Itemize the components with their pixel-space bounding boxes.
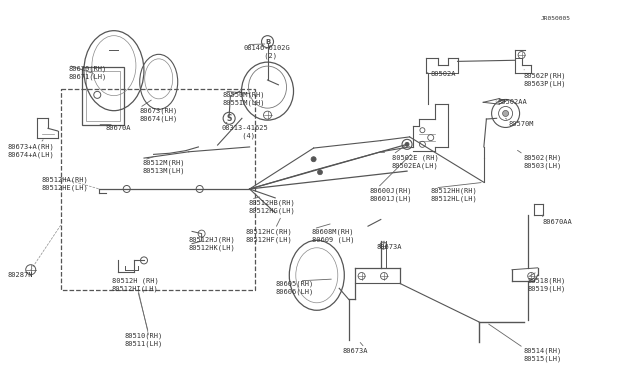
Text: 80512H (RH)
80512HI(LH): 80512H (RH) 80512HI(LH): [112, 277, 159, 292]
Circle shape: [311, 157, 316, 162]
Text: 80562P(RH)
80563P(LH): 80562P(RH) 80563P(LH): [524, 73, 566, 87]
Text: 80670A: 80670A: [106, 125, 131, 131]
Text: 80673+A(RH)
80674+A(LH): 80673+A(RH) 80674+A(LH): [8, 143, 54, 158]
Text: 80605(RH)
80606(LH): 80605(RH) 80606(LH): [275, 281, 314, 295]
Text: 80287N: 80287N: [8, 272, 33, 278]
Text: 80502A: 80502A: [430, 71, 456, 77]
Text: 80514(RH)
80515(LH): 80514(RH) 80515(LH): [524, 348, 562, 362]
Text: 80512HA(RH)
80512HE(LH): 80512HA(RH) 80512HE(LH): [42, 177, 88, 191]
Text: 80502(RH)
80503(LH): 80502(RH) 80503(LH): [524, 154, 562, 169]
Text: 80673A: 80673A: [376, 244, 402, 250]
Bar: [82, 67, 124, 125]
Text: JR050005: JR050005: [541, 16, 571, 20]
Text: 80510(RH)
80511(LH): 80510(RH) 80511(LH): [125, 333, 163, 347]
Text: 80512M(RH)
80513M(LH): 80512M(RH) 80513M(LH): [142, 160, 184, 174]
Text: 80670(RH)
80671(LH): 80670(RH) 80671(LH): [68, 65, 107, 80]
Text: 08146-6102G
     (2): 08146-6102G (2): [243, 45, 290, 59]
Text: 08313-41625
     (4): 08313-41625 (4): [221, 125, 268, 139]
Text: 80518(RH)
80519(LH): 80518(RH) 80519(LH): [527, 277, 566, 292]
Circle shape: [502, 110, 509, 116]
Circle shape: [405, 142, 409, 146]
Text: 80673(RH)
80674(LH): 80673(RH) 80674(LH): [140, 108, 178, 122]
Bar: [61, 89, 255, 290]
Text: S: S: [227, 114, 232, 123]
Text: 80512HB(RH)
80512HG(LH): 80512HB(RH) 80512HG(LH): [248, 199, 295, 214]
Text: 80670AA: 80670AA: [543, 219, 572, 225]
Text: 80502E (RH)
80502EA(LH): 80502E (RH) 80502EA(LH): [392, 154, 438, 169]
Text: B: B: [265, 39, 270, 45]
Text: 80550M(RH)
8055IM(LH): 80550M(RH) 8055IM(LH): [223, 91, 265, 106]
Text: 80570M: 80570M: [509, 121, 534, 127]
Text: 80512HJ(RH)
80512HK(LH): 80512HJ(RH) 80512HK(LH): [189, 236, 236, 251]
Text: 80608M(RH)
80609 (LH): 80608M(RH) 80609 (LH): [312, 229, 354, 243]
Bar: [86, 71, 120, 121]
Text: 80502AA: 80502AA: [498, 99, 527, 105]
Text: 80600J(RH)
80601J(LH): 80600J(RH) 80601J(LH): [370, 188, 412, 202]
Circle shape: [317, 170, 323, 175]
Text: 80512HH(RH)
80512HL(LH): 80512HH(RH) 80512HL(LH): [430, 188, 477, 202]
Text: 80512HC(RH)
80512HF(LH): 80512HC(RH) 80512HF(LH): [245, 229, 292, 243]
Text: 80673A: 80673A: [342, 348, 368, 354]
